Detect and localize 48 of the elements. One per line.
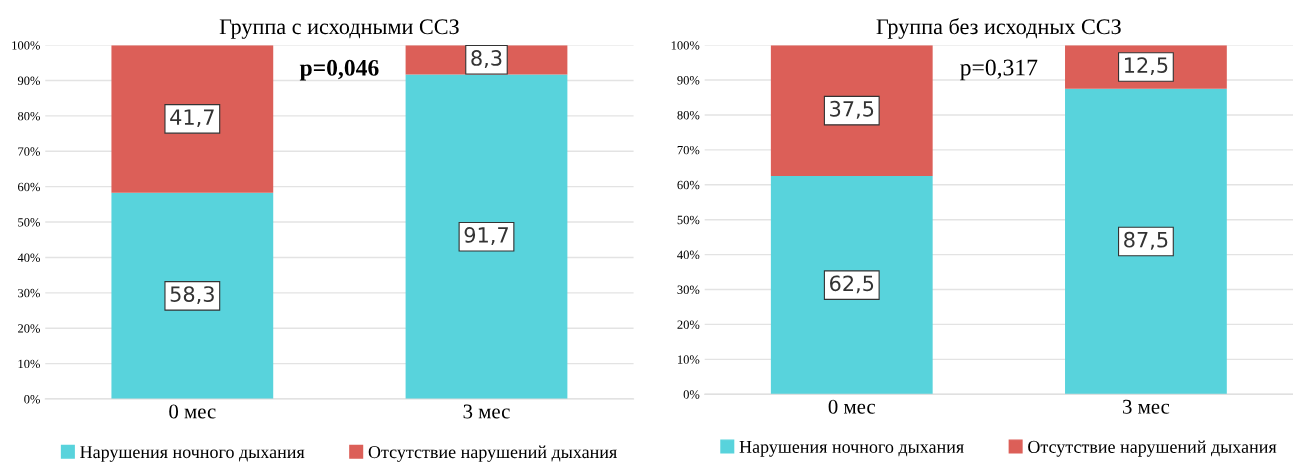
y-tick-label: 10% (678, 355, 700, 364)
y-tick-label: 100% (671, 41, 700, 50)
x-tick-label: 0 мес (169, 404, 216, 419)
y-tick-label: 90% (677, 76, 700, 85)
annotation: p=0,317 (960, 59, 1038, 81)
y-tick-label: 50% (677, 215, 700, 225)
data-label: 91,7 (464, 227, 508, 245)
legend-label: Отсутствие нарушений дыхания (1028, 440, 1277, 457)
bar (770, 45, 933, 177)
y-tick-label: 70% (18, 147, 40, 156)
legend-label: Нарушения ночного дыхания (739, 440, 964, 457)
y-tick-label: 80% (17, 111, 40, 121)
bar (1065, 88, 1227, 395)
chart-title: Группа с исходными ССЗ (219, 19, 459, 39)
bar (111, 45, 274, 193)
data-label: 8,3 (471, 50, 502, 68)
y-tick-label: 70% (677, 145, 700, 155)
x-tick-label: 0 мес (828, 399, 876, 414)
y-tick-label: 20% (677, 320, 700, 329)
y-tick-label: 0% (24, 395, 40, 404)
data-label: 58,3 (170, 286, 214, 305)
y-tick-label: 80% (677, 110, 700, 120)
bar (405, 74, 568, 399)
y-tick-label: 30% (18, 288, 40, 298)
legend-label: Нарушения ночного дыхания (80, 446, 305, 462)
y-tick-label: 40% (677, 250, 700, 260)
y-tick-label: 60% (677, 180, 700, 190)
y-tick-label: 90% (17, 76, 40, 86)
bar (111, 192, 274, 399)
data-label: 87,5 (1124, 231, 1168, 250)
annotation: p=0,046 (299, 59, 379, 81)
chart-title: Группа без исходных ССЗ (876, 18, 1121, 39)
y-tick-label: 40% (17, 253, 40, 262)
y-tick-label: 0% (683, 390, 700, 399)
y-tick-label: 30% (677, 285, 700, 295)
data-label: 12,5 (1125, 57, 1168, 76)
legend-label: Отсутствие нарушений дыхания (368, 445, 617, 462)
y-tick-label: 10% (18, 359, 40, 369)
x-tick-label: 3 мес (463, 404, 510, 419)
data-label: 37,5 (830, 100, 874, 119)
data-label: 41,7 (170, 109, 214, 128)
x-tick-label: 3 мес (1123, 399, 1170, 414)
y-tick-label: 100% (12, 41, 40, 50)
bar (770, 176, 933, 395)
y-tick-label: 50% (18, 218, 40, 227)
y-tick-label: 20% (18, 324, 40, 333)
y-tick-label: 60% (18, 182, 40, 192)
data-label: 62,5 (830, 275, 874, 294)
